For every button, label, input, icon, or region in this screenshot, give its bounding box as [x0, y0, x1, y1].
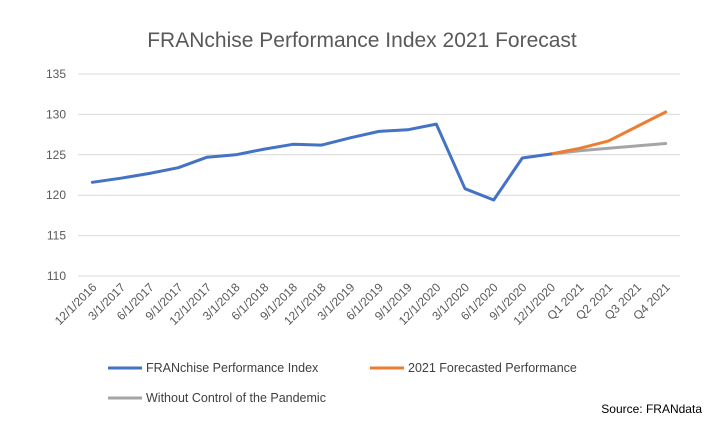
series-line-0: [90, 122, 553, 202]
y-tick-label: 110: [47, 269, 66, 283]
legend-label-0: FRANchise Performance Index: [146, 361, 319, 375]
y-tick-label: 115: [47, 229, 66, 243]
series-lines: [90, 110, 668, 202]
y-tick-label: 120: [46, 188, 66, 202]
y-tick-label: 125: [46, 148, 66, 162]
series-line-1: [549, 110, 668, 156]
source-note: Source: FRANdata: [601, 402, 702, 416]
y-axis-tick-labels: 110 115 120 125 130 135: [46, 67, 66, 283]
legend-label-1: 2021 Forecasted Performance: [408, 361, 577, 375]
x-axis-tick-labels: 12/1/20163/1/20176/1/20179/1/201712/1/20…: [52, 280, 673, 328]
legend-label-2: Without Control of the Pandemic: [146, 391, 326, 405]
gridlines: [78, 73, 680, 277]
legend: FRANchise Performance Index 2021 Forecast…: [108, 361, 577, 405]
y-tick-label: 130: [46, 107, 66, 121]
y-tick-label: 135: [46, 67, 66, 81]
chart-title: FRANchise Performance Index 2021 Forecas…: [147, 29, 577, 52]
series-line-2: [549, 142, 668, 156]
